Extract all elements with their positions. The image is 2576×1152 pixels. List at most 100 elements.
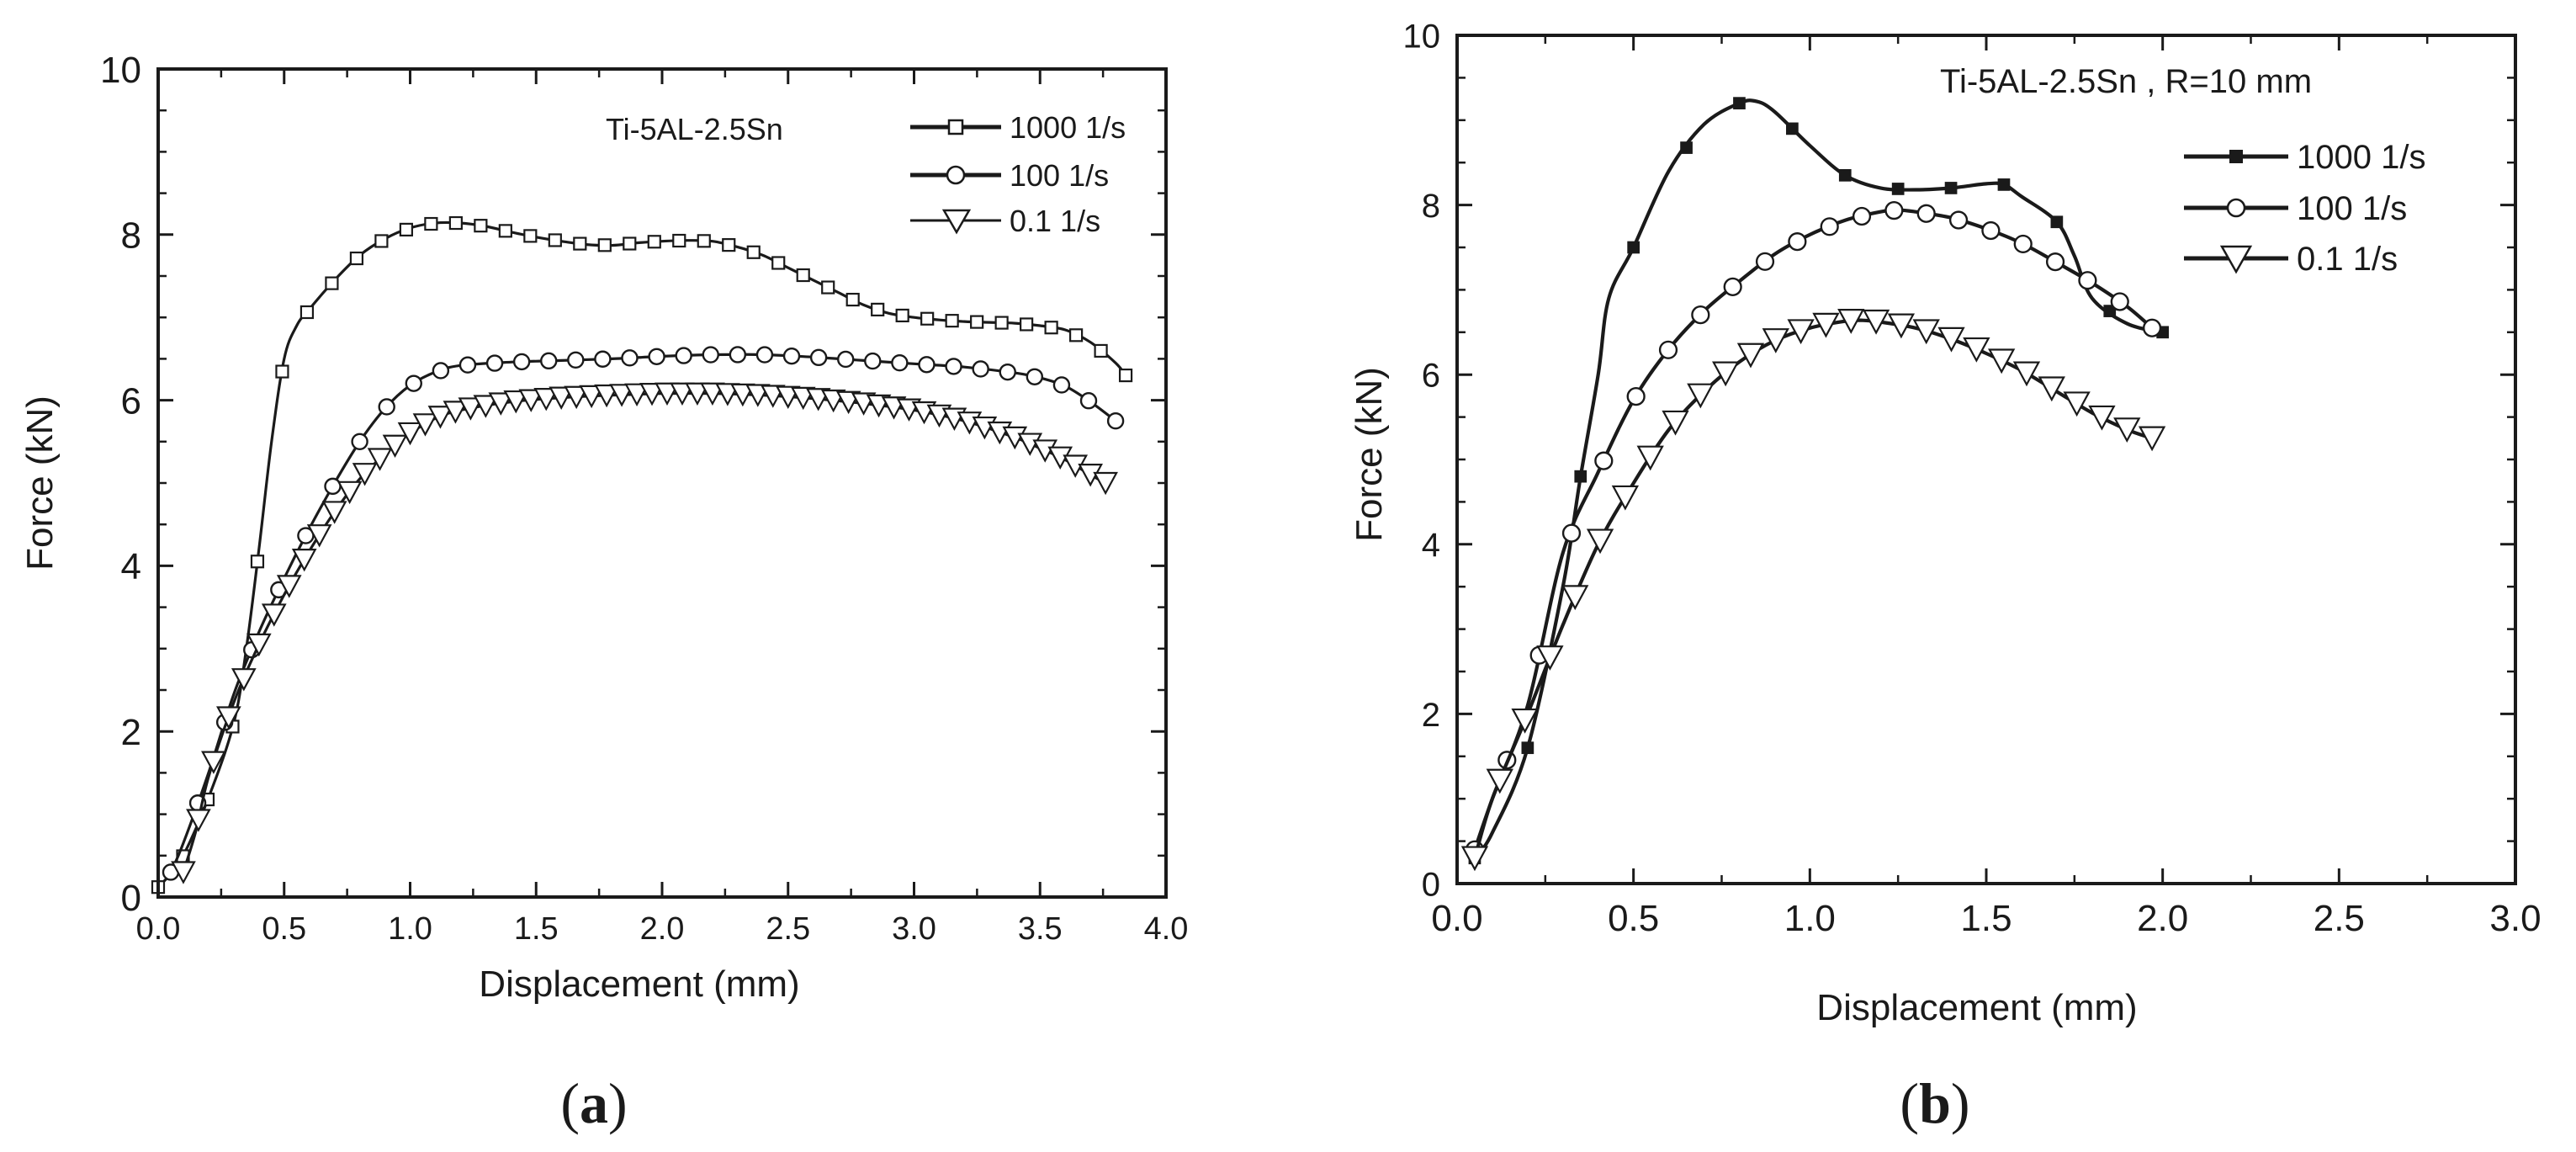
b-x-tick-label: 0.5	[1608, 898, 1659, 939]
b-data-point-0-1-1-s	[1963, 337, 1990, 363]
a-data-point-100-1-s	[755, 346, 774, 364]
a-data-point-0-1-1-s	[473, 395, 499, 418]
b-annotation: Ti-5AL-2.5Sn , R=10 mm	[1940, 63, 2312, 100]
a-data-point-1000-1-s	[871, 302, 885, 316]
b-data-point-100-1-s	[1691, 305, 1710, 325]
a-data-point-1000-1-s	[1069, 328, 1084, 342]
b-data-point-1000-1-s	[1838, 168, 1852, 182]
b-legend-label-01: 0.1 1/s	[2297, 241, 2398, 278]
b-data-point-0-1-1-s	[1511, 708, 1539, 734]
a-x-tick-label: 0.5	[262, 911, 306, 947]
a-data-point-0-1-1-s	[412, 413, 438, 437]
b-data-point-100-1-s	[1561, 523, 1582, 543]
a-legend-label-01: 0.1 1/s	[1010, 204, 1100, 238]
b-legend: 1000 1/s 100 1/s 0.1 1/s	[2184, 139, 2425, 278]
b-x-tick-label: 1.5	[1960, 898, 2012, 939]
b-data-point-100-1-s	[1948, 210, 1969, 230]
b-y-tick-label: 0	[1422, 866, 1440, 903]
a-data-point-1000-1-s	[623, 236, 637, 251]
b-data-point-100-1-s	[1916, 204, 1936, 223]
b-data-point-1000-1-s	[1680, 141, 1693, 154]
a-series-line-0-1-1-s	[182, 391, 1106, 873]
a-y-tick-label: 6	[121, 380, 141, 422]
a-data-point-1000-1-s	[771, 256, 786, 270]
b-series-group	[1460, 97, 2170, 872]
a-data-point-100-1-s	[485, 354, 504, 372]
a-series-line-100-1-s	[169, 353, 1117, 873]
a-data-point-0-1-1-s	[231, 668, 257, 692]
b-data-point-100-1-s	[2078, 271, 2097, 290]
b-data-point-0-1-1-s	[1636, 445, 1664, 471]
b-data-point-0-1-1-s	[1712, 361, 1740, 387]
a-data-point-1000-1-s	[722, 238, 736, 252]
a-data-point-100-1-s	[567, 351, 585, 369]
b-data-point-0-1-1-s	[1586, 528, 1614, 555]
b-y-tick-label: 8	[1422, 188, 1440, 225]
b-x-tick-labels: 0.0 0.5 1.0 1.5 2.0 2.5 3.0	[1431, 898, 2541, 939]
b-data-point-100-1-s	[1723, 277, 1742, 296]
a-data-point-0-1-1-s	[291, 549, 317, 572]
a-data-point-1000-1-s	[399, 222, 413, 236]
a-series-100-1-s	[162, 346, 1125, 881]
a-panel-letter: a	[580, 1071, 608, 1135]
b-data-point-0-1-1-s	[1887, 313, 1916, 339]
a-data-point-0-1-1-s	[549, 386, 575, 410]
a-data-point-1000-1-s	[945, 314, 959, 328]
a-data-point-1000-1-s	[250, 555, 265, 569]
a-data-point-1000-1-s	[1020, 317, 1034, 332]
b-x-tick-label: 0.0	[1431, 898, 1482, 939]
b-data-point-0-1-1-s	[2063, 391, 2091, 417]
a-data-point-0-1-1-s	[201, 751, 226, 774]
a-data-point-1000-1-s	[325, 276, 339, 290]
a-data-point-0-1-1-s	[458, 397, 484, 421]
a-data-point-0-1-1-s	[276, 575, 302, 598]
b-data-point-1000-1-s	[2050, 215, 2064, 229]
a-data-point-1000-1-s	[548, 233, 562, 247]
a-data-point-0-1-1-s	[171, 861, 196, 884]
b-data-point-0-1-1-s	[1736, 342, 1765, 369]
a-annotation: Ti-5AL-2.5Sn	[606, 112, 783, 146]
a-data-point-0-1-1-s	[655, 382, 680, 406]
a-legend: 1000 1/s 100 1/s 0.1 1/s	[910, 110, 1126, 238]
a-data-point-100-1-s	[918, 356, 936, 374]
a-data-point-0-1-1-s	[564, 385, 590, 410]
a-data-point-0-1-1-s	[1093, 471, 1118, 496]
a-data-point-100-1-s	[432, 362, 450, 380]
a-data-point-0-1-1-s	[624, 383, 649, 407]
b-data-point-0-1-1-s	[2088, 405, 2116, 431]
b-y-axis-title: Force (kN)	[1349, 367, 1390, 542]
a-legend-marker-square	[947, 119, 964, 135]
a-data-point-1000-1-s	[1094, 343, 1108, 358]
a-data-point-0-1-1-s	[670, 382, 695, 406]
a-data-point-1000-1-s	[970, 315, 984, 329]
a-y-axis-title: Force (kN)	[19, 396, 61, 571]
a-data-point-100-1-s	[1026, 368, 1044, 385]
a-data-point-1000-1-s	[895, 308, 909, 323]
a-data-point-1000-1-s	[1044, 321, 1058, 335]
b-series-1000-1-s	[1468, 97, 2170, 865]
a-x-tick-label: 4.0	[1144, 911, 1189, 947]
a-data-point-1000-1-s	[845, 292, 860, 307]
a-data-point-100-1-s	[702, 346, 719, 364]
a-data-point-0-1-1-s	[579, 385, 604, 409]
a-data-point-1000-1-s	[1118, 368, 1133, 383]
a-data-point-1000-1-s	[821, 280, 835, 295]
a-panel-caption: (a)	[560, 1071, 627, 1135]
a-data-point-1000-1-s	[647, 235, 661, 249]
b-data-point-1000-1-s	[1786, 122, 1799, 135]
b-y-tick-label: 2	[1422, 697, 1440, 734]
b-data-point-100-1-s	[1884, 201, 1904, 220]
a-data-point-0-1-1-s	[594, 384, 619, 408]
b-data-point-1000-1-s	[1891, 183, 1905, 195]
b-data-point-100-1-s	[1820, 217, 1839, 236]
a-y-tick-label: 8	[121, 215, 141, 257]
a-data-point-0-1-1-s	[337, 480, 363, 505]
b-data-point-1000-1-s	[1574, 470, 1587, 483]
b-data-point-100-1-s	[1755, 252, 1775, 271]
a-y-tick-label: 0	[121, 878, 141, 919]
b-x-tick-label: 3.0	[2489, 898, 2541, 939]
a-data-point-0-1-1-s	[306, 524, 332, 548]
a-y-tick-labels: 0 2 4 6 8 10	[100, 50, 141, 919]
b-x-tick-label: 2.0	[2137, 898, 2188, 939]
